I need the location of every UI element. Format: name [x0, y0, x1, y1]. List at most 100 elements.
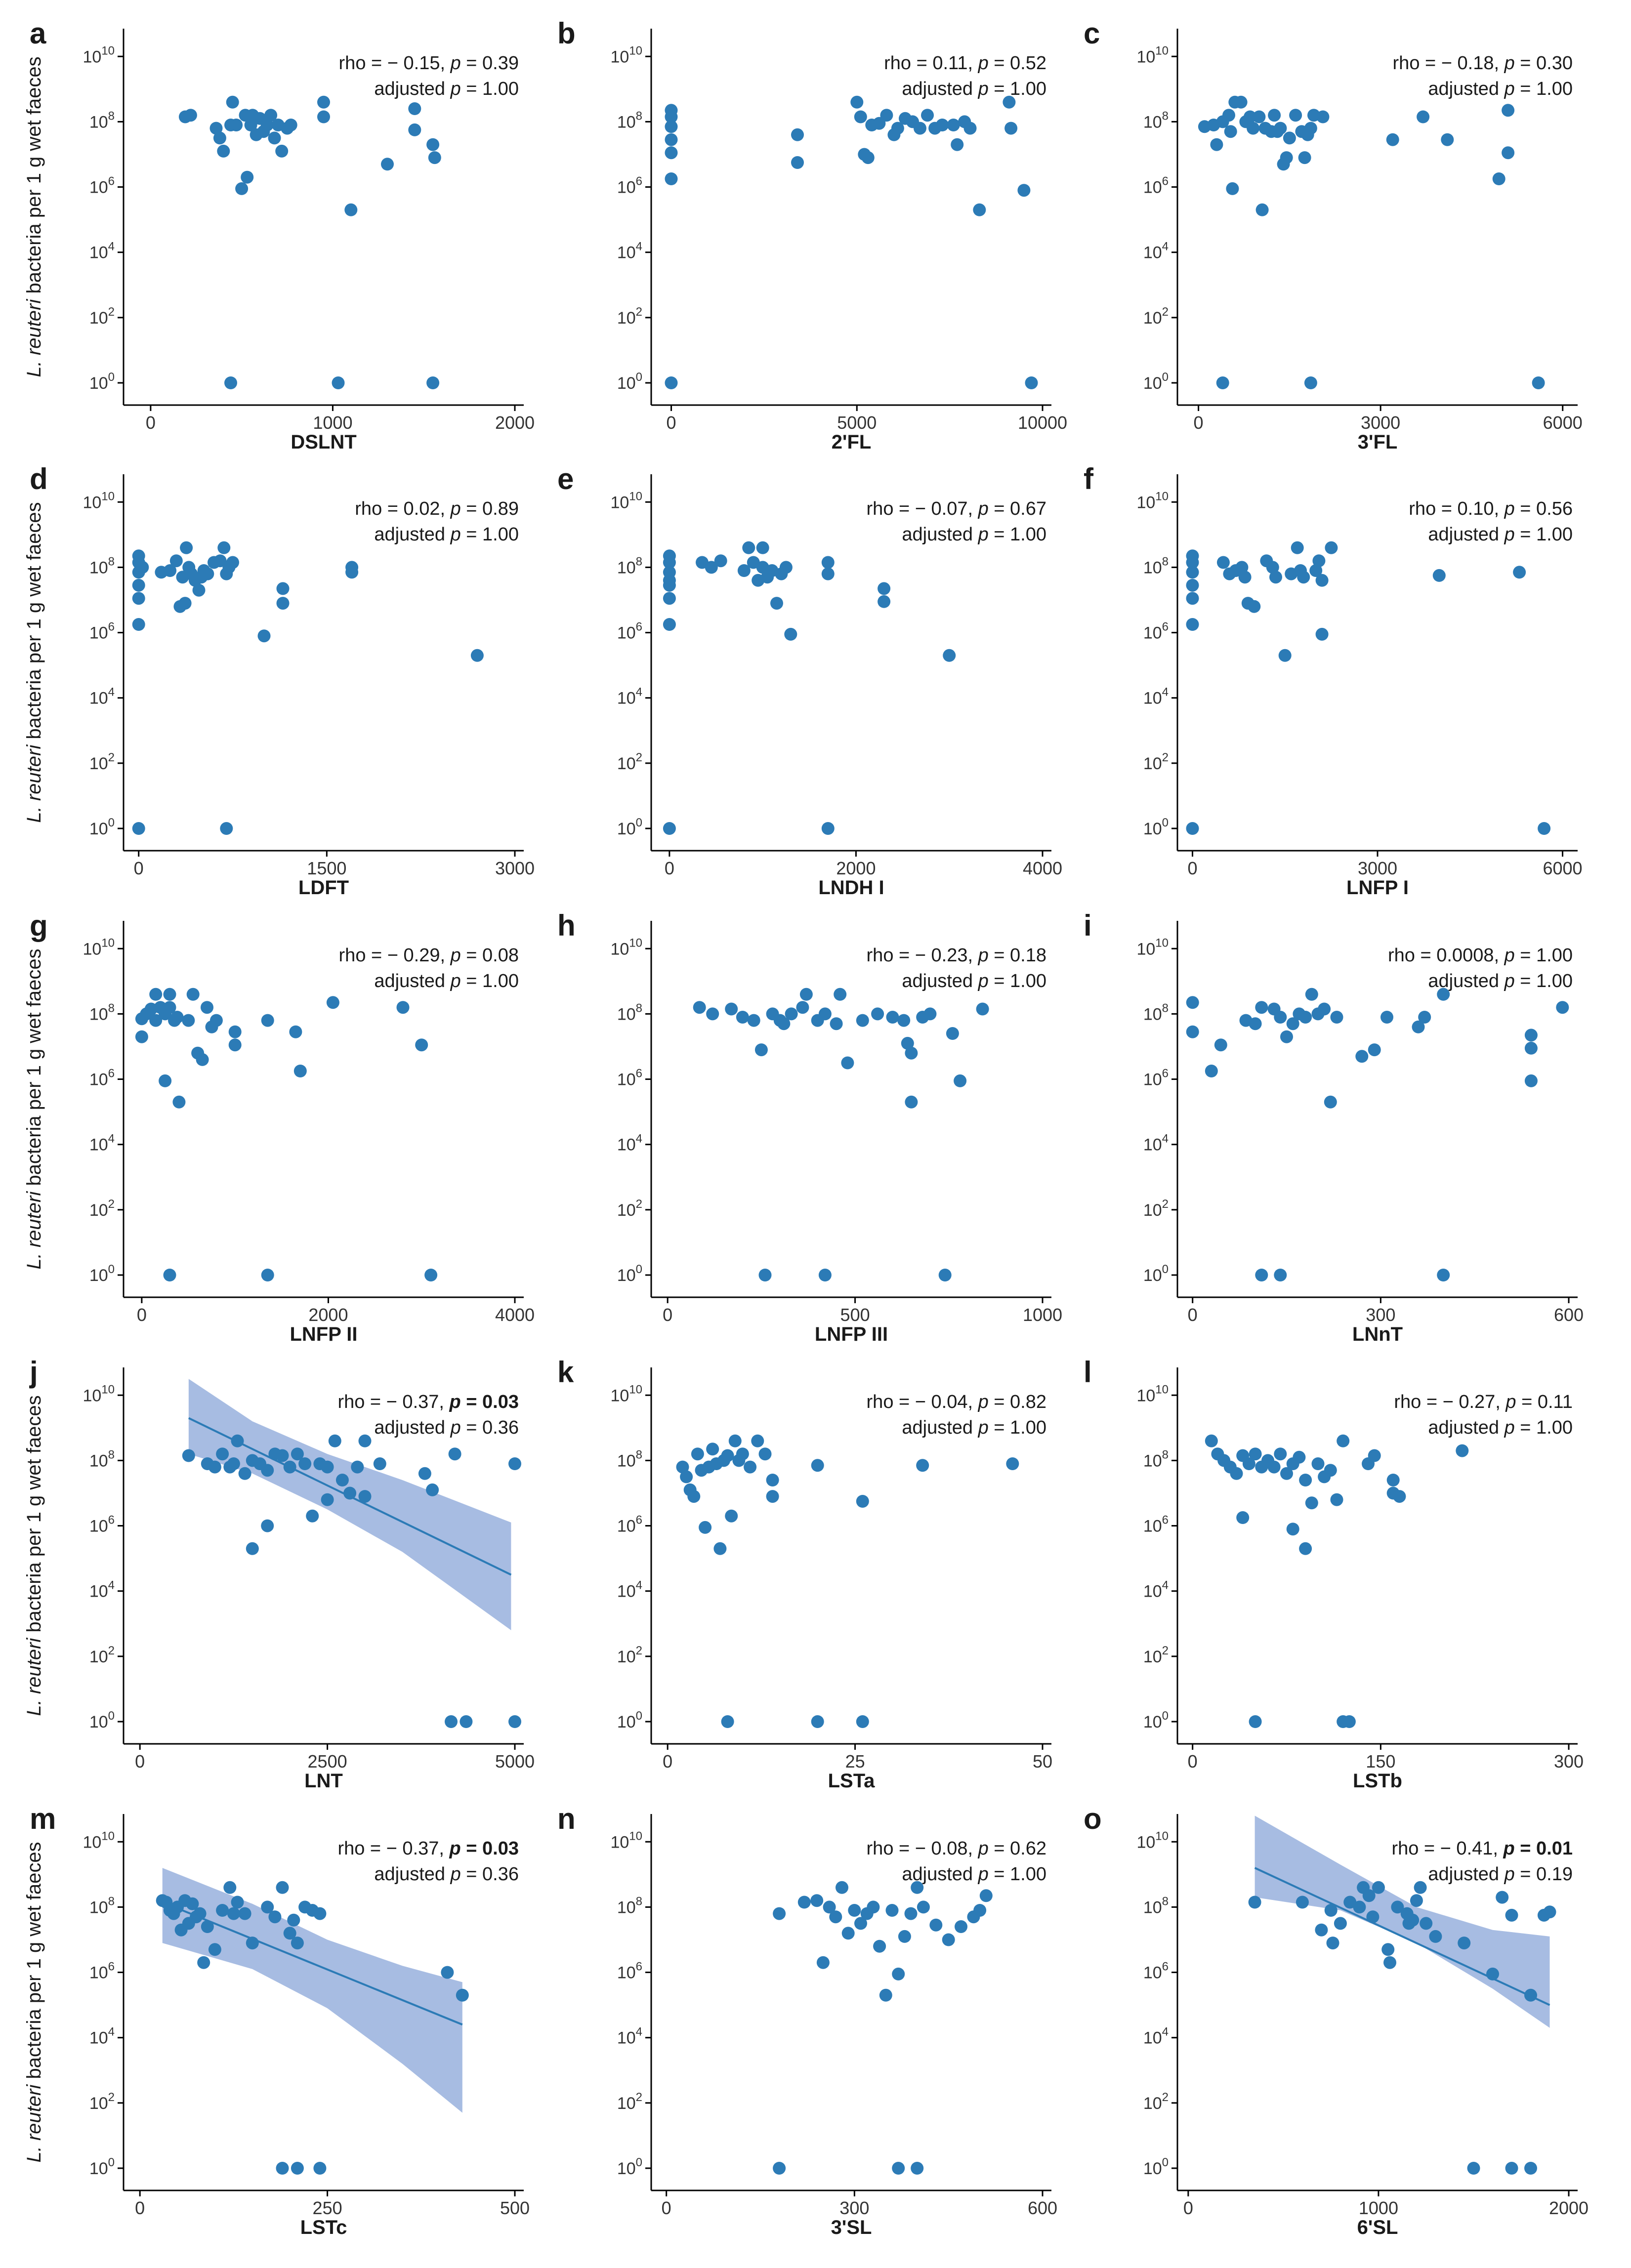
data-point [705, 561, 718, 574]
data-point [132, 592, 145, 605]
p-symbol: p [978, 1838, 989, 1859]
data-point [1486, 1967, 1499, 1980]
y-tick-base: 10 [1143, 2029, 1162, 2048]
data-point [1353, 1900, 1366, 1914]
y-tick-exponent: 6 [108, 1514, 115, 1527]
x-tick-label: 0 [1183, 2198, 1193, 2218]
y-tick-base: 10 [617, 1071, 636, 1089]
data-point [779, 561, 793, 574]
p-value: = 0.89 [461, 498, 519, 519]
data-point [1274, 1447, 1287, 1461]
rho-text: rho = 0.02, [355, 498, 450, 519]
data-point [1255, 1269, 1268, 1281]
panel-letter: f [1084, 462, 1094, 495]
data-point [1326, 1937, 1339, 1950]
y-tick-base: 10 [89, 558, 108, 577]
y-tick-base: 10 [617, 1266, 636, 1285]
data-point [1386, 1474, 1400, 1486]
confidence-band [1255, 1815, 1550, 2028]
y-tick-base: 10 [89, 1071, 108, 1089]
x-tick-label: 0 [1187, 858, 1197, 878]
data-point [777, 1017, 791, 1031]
data-point [1496, 1891, 1509, 1904]
y-tick-exponent: 2 [108, 1644, 115, 1657]
y-tick-base: 10 [89, 1136, 108, 1155]
x-axis-label: LDFT [298, 877, 349, 899]
y-tick-label: 100 [617, 1263, 642, 1285]
x-tick-label: 500 [840, 1305, 870, 1325]
data-point [1006, 1457, 1019, 1470]
data-point [1205, 1065, 1218, 1077]
panel-letter: a [30, 17, 46, 50]
y-tick-base: 10 [610, 493, 629, 512]
data-point [691, 1447, 704, 1461]
x-tick-label: 250 [313, 2198, 342, 2218]
data-point [1502, 146, 1515, 160]
data-point [351, 1460, 364, 1474]
y-tick-label: 100 [1143, 1263, 1169, 1285]
y-tick-exponent: 6 [636, 1960, 642, 1974]
y-tick-exponent: 6 [108, 175, 115, 188]
data-point [1324, 1464, 1337, 1477]
p-value: = 0.52 [989, 53, 1046, 74]
data-point [321, 1493, 334, 1506]
y-tick-base: 10 [1136, 47, 1155, 66]
data-point [1249, 1715, 1262, 1728]
y-tick-label: 104 [617, 1579, 642, 1601]
y-tick-base: 10 [1136, 1386, 1155, 1405]
data-point [665, 146, 678, 160]
data-point [713, 1542, 727, 1555]
data-point [197, 1956, 210, 1969]
data-point [1324, 1904, 1338, 1917]
y-tick-label: 100 [617, 816, 642, 838]
data-point [1248, 600, 1261, 613]
y-tick-label: 104 [1143, 240, 1169, 262]
x-tick-label: 0 [135, 1751, 145, 1772]
data-point [1309, 564, 1323, 577]
y-tick-label: 108 [1143, 1001, 1169, 1024]
data-point [1280, 1467, 1293, 1480]
p-value: = 0.82 [989, 1392, 1046, 1412]
data-point [1312, 554, 1326, 568]
p-symbol: p [450, 945, 461, 966]
y-tick-base: 10 [89, 178, 108, 197]
data-point [963, 122, 977, 135]
y-tick-base: 10 [89, 1266, 108, 1285]
data-point [736, 1447, 749, 1461]
stat-adjusted: adjusted p = 1.00 [1428, 1417, 1573, 1438]
y-tick-label: 108 [89, 1895, 115, 1917]
data-point [728, 1434, 742, 1447]
data-point [901, 1036, 914, 1050]
data-point [426, 1483, 439, 1496]
panel-letter: o [1084, 1802, 1102, 1835]
data-point [276, 1881, 289, 1894]
data-point [246, 1542, 259, 1555]
y-tick-exponent: 10 [629, 936, 642, 949]
adjusted-p-value: = 1.00 [989, 971, 1046, 991]
data-point [816, 1956, 830, 1969]
adjusted-p-value: = 0.19 [1515, 1864, 1573, 1885]
data-point [1330, 1493, 1343, 1506]
data-point [293, 1065, 307, 1077]
x-tick-label: 300 [1366, 1305, 1395, 1325]
y-tick-label: 108 [617, 555, 642, 577]
y-tick-label: 108 [617, 1448, 642, 1470]
x-tick-label: 300 [1554, 1751, 1584, 1772]
data-point [1278, 649, 1292, 662]
x-tick-label: 1000 [313, 412, 352, 433]
y-tick-base: 10 [610, 940, 629, 958]
y-tick-label: 104 [89, 686, 115, 708]
y-tick-exponent: 0 [636, 1263, 642, 1276]
data-point [223, 1881, 237, 1894]
data-point [291, 2162, 304, 2175]
stat-rho: rho = − 0.27, p = 0.11 [1394, 1392, 1573, 1412]
x-tick-label: 5000 [837, 412, 877, 433]
data-point [830, 1017, 843, 1031]
data-point [721, 1449, 734, 1462]
data-point [676, 1460, 689, 1474]
data-point [854, 1917, 867, 1930]
y-tick-label: 104 [617, 1132, 642, 1155]
y-tick-base: 10 [1143, 1898, 1162, 1917]
data-point [1318, 1002, 1331, 1016]
